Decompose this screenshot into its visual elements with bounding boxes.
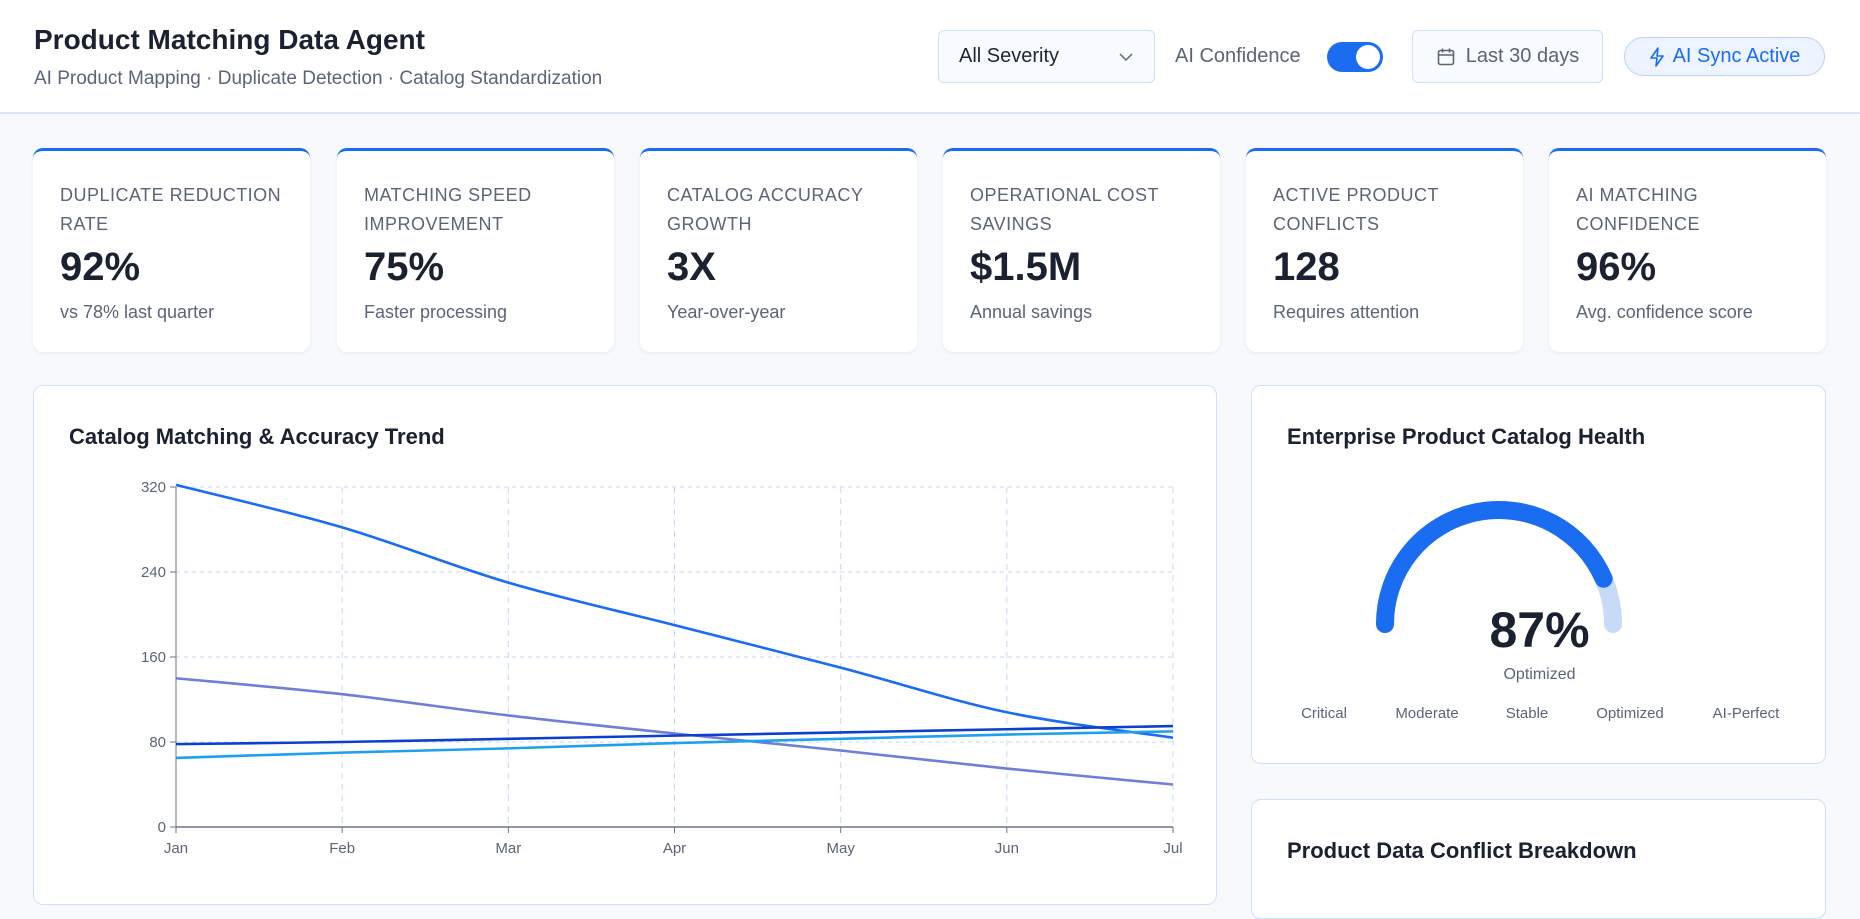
header: Product Matching Data Agent AI Product M… — [0, 0, 1860, 114]
date-range-label: Last 30 days — [1465, 45, 1580, 67]
series-line-4 — [175, 729, 1173, 759]
kpi-sub: Year-over-year — [667, 302, 786, 322]
chevron-down-icon — [1119, 52, 1133, 61]
x-tick-label: Mar — [495, 840, 521, 857]
kpi-sub: Faster processing — [364, 302, 508, 322]
kpi-label: Active Product Conflicts — [1273, 185, 1439, 234]
scale-label-critical: Critical — [1301, 705, 1347, 722]
conflict-breakdown-card: Product Data Conflict Breakdown — [1251, 799, 1826, 919]
scale-label-ai-perfect: AI-Perfect — [1712, 705, 1780, 722]
kpi-value: 96% — [1576, 245, 1657, 289]
kpi-label: Operational Cost Savings — [970, 185, 1159, 234]
x-tick-label: May — [826, 840, 855, 857]
y-tick-label: 160 — [140, 649, 165, 666]
kpi-card-matching-speed: Matching Speed Improvement 75% Faster proc… — [337, 148, 614, 352]
kpi-value: 128 — [1273, 245, 1340, 289]
x-tick-label: Apr — [662, 840, 685, 857]
health-value: 87% — [1489, 602, 1590, 658]
calendar-icon — [1437, 48, 1455, 65]
y-tick-label: 80 — [149, 734, 166, 751]
scale-label-stable: Stable — [1505, 705, 1549, 722]
severity-dropdown[interactable]: All Severity — [938, 30, 1155, 83]
page-subtitle: AI Product Mapping · Duplicate Detection… — [34, 68, 603, 89]
y-tick-label: 240 — [140, 564, 165, 581]
health-gauge — [1376, 501, 1622, 633]
kpi-sub: vs 78% last quarter — [60, 302, 215, 322]
x-tick-label: Jul — [1163, 840, 1182, 857]
gauge-fill — [1376, 501, 1613, 633]
kpi-label: AI Matching Confidence — [1576, 185, 1701, 234]
severity-value: All Severity — [959, 45, 1060, 67]
kpi-value: 3X — [667, 245, 716, 289]
series-line-3 — [175, 724, 1173, 745]
ai-confidence-toggle[interactable] — [1327, 42, 1383, 72]
kpi-value: 75% — [364, 245, 445, 289]
kpi-card-catalog-accuracy: Catalog Accuracy Growth 3X Year-over-year — [640, 148, 917, 352]
page-title: Product Matching Data Agent — [34, 24, 425, 55]
kpi-card-product-conflicts: Active Product Conflicts 128 Requires atte… — [1246, 148, 1523, 352]
lightning-icon — [1649, 46, 1664, 67]
x-tick-label: Jan — [163, 840, 187, 857]
toggle-knob — [1356, 45, 1380, 69]
catalog-health-title: Enterprise Product Catalog Health — [1287, 424, 1646, 449]
kpi-value: 92% — [60, 245, 141, 289]
x-tick-label: Jun — [994, 840, 1018, 857]
conflict-breakdown-title: Product Data Conflict Breakdown — [1287, 838, 1637, 863]
kpi-label: Matching Speed Improvement — [364, 185, 532, 234]
kpi-sub: Requires attention — [1273, 302, 1420, 322]
trend-chart-card: Catalog Matching & Accuracy Trend 0 80 160… — [33, 385, 1217, 905]
kpi-label: Duplicate Reduction Rate — [60, 185, 282, 234]
ai-sync-label: AI Sync Active — [1672, 45, 1801, 67]
scale-label-moderate: Moderate — [1395, 705, 1459, 722]
trend-chart: 0 80 160 240 320 Jan Feb Mar Apr May Jun Jul — [140, 479, 1182, 857]
kpi-sub: Avg. confidence score — [1576, 302, 1753, 322]
date-range-button[interactable]: Last 30 days — [1412, 30, 1603, 83]
x-tick-label: Feb — [329, 840, 355, 857]
catalog-health-card: Enterprise Product Catalog Health 87% Op… — [1251, 385, 1826, 764]
kpi-card-duplicate-reduction: Duplicate Reduction Rate 92% vs 78% last q… — [33, 148, 310, 352]
y-tick-label: 0 — [157, 819, 165, 836]
y-tick-label: 320 — [140, 479, 165, 496]
ai-confidence-label: AI Confidence — [1175, 45, 1301, 67]
kpi-value: $1.5M — [970, 245, 1082, 289]
kpi-card-ai-confidence: AI Matching Confidence 96% Avg. confidence… — [1549, 148, 1826, 352]
kpi-sub: Annual savings — [970, 302, 1093, 322]
series-line-2 — [175, 676, 1173, 786]
trend-chart-title: Catalog Matching & Accuracy Trend — [69, 424, 445, 449]
kpi-card-cost-savings: Operational Cost Savings $1.5M Annual savi… — [943, 148, 1220, 352]
series-line-1 — [175, 483, 1173, 739]
kpi-label: Catalog Accuracy Growth — [667, 185, 864, 234]
ai-sync-badge[interactable]: AI Sync Active — [1624, 37, 1825, 76]
health-status: Optimized — [1503, 666, 1576, 683]
scale-label-optimized: Optimized — [1596, 705, 1664, 722]
